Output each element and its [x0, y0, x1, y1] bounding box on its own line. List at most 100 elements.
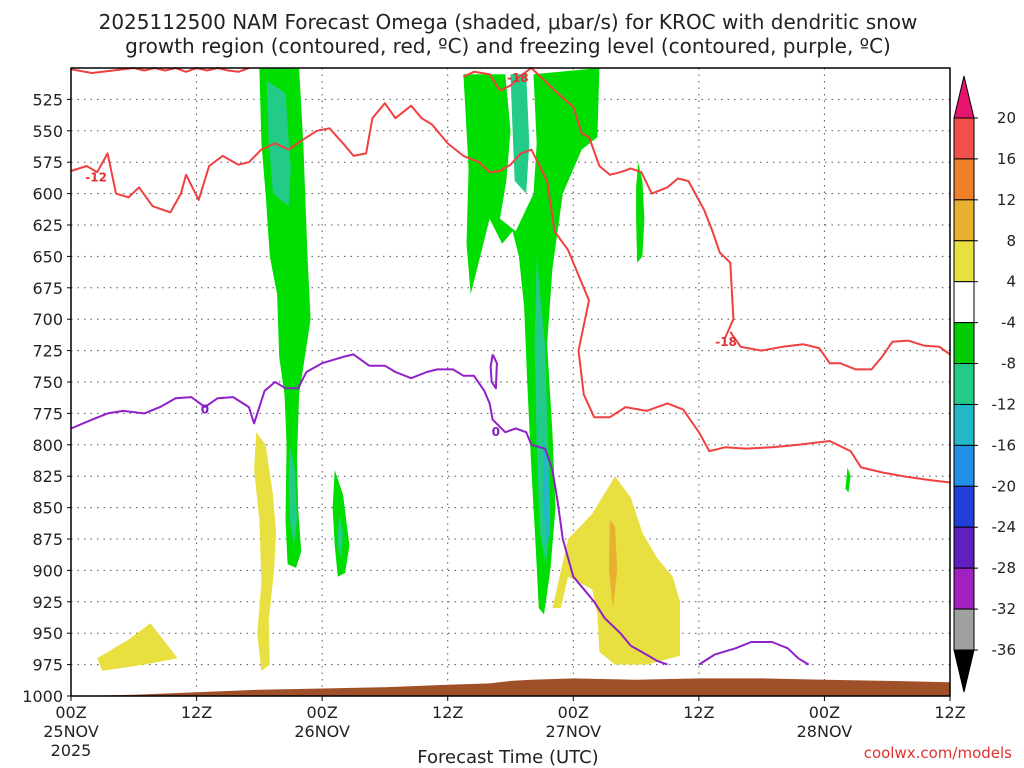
colorbar-label: -8: [1001, 355, 1016, 373]
colorbar-swatch: [953, 158, 975, 201]
freezing-level-line: [489, 353, 498, 390]
colorbar-label: 20: [997, 109, 1016, 127]
y-tick-label: 650: [32, 247, 63, 266]
dendritic-contours: -12 -18 -18: [70, 67, 951, 484]
omega-region: [542, 432, 551, 546]
x-date-label: 27NOV: [545, 722, 601, 741]
colorbar-label: -24: [992, 518, 1017, 536]
omega-region: [97, 623, 178, 671]
y-tick-label: 550: [32, 122, 63, 141]
x-tick-label: 00Z: [809, 703, 840, 722]
x-date-label: 28NOV: [797, 722, 853, 741]
y-tick-label: 950: [32, 624, 63, 643]
dendritic-contour-label: -18: [715, 335, 737, 349]
dendritic-contour-label: -12: [85, 170, 107, 184]
x-date-label: 26NOV: [294, 722, 350, 741]
freezing-level-line: [698, 641, 810, 666]
omega-shading: [97, 68, 851, 671]
grid-lines: [71, 68, 950, 697]
y-tick-label: 900: [32, 561, 63, 580]
terrain-fill: [71, 678, 950, 696]
colorbar-swatch: [953, 485, 975, 528]
y-tick-label: 775: [32, 404, 63, 423]
omega-region: [337, 513, 344, 558]
colorbar: 20 16 12 8 4 -4 -8 -12 -16 -20 -24 -28 -32 -36: [953, 75, 1017, 693]
omega-region: [608, 520, 618, 609]
colorbar-swatch: [953, 240, 975, 283]
colorbar-label: -16: [992, 436, 1017, 454]
y-tick-label: 750: [32, 373, 63, 392]
y-tick-label: 700: [32, 310, 63, 329]
x-axis-title: Forecast Time (UTC): [417, 747, 598, 768]
colorbar-label: -20: [992, 477, 1017, 495]
dendritic-contour-line: [729, 331, 951, 371]
colorbar-bottom-triangle: [953, 649, 975, 693]
y-tick-label: 600: [32, 185, 63, 204]
y-tick-label: 850: [32, 499, 63, 518]
x-tick-label: 12Z: [683, 703, 714, 722]
freezing-level-contours: 00: [70, 353, 810, 666]
colorbar-swatch: [953, 117, 975, 160]
colorbar-label: 16: [997, 150, 1016, 168]
x-tick-label: 00Z: [558, 703, 589, 722]
credit-text: coolwx.com/models: [864, 744, 1012, 762]
y-tick-label: 1000: [22, 687, 63, 706]
colorbar-swatch: [953, 444, 975, 487]
y-tick-label: 625: [32, 216, 63, 235]
y-tick-label: 925: [32, 593, 63, 612]
y-tick-label: 525: [32, 90, 63, 109]
y-axis: 525 550 575 600 625 650 675 700 725 750 775 800 825 8…: [22, 90, 71, 706]
omega-region: [510, 74, 530, 194]
title-line-2: growth region (contoured, red, ºC) and f…: [125, 34, 891, 58]
freezing-level-line: [70, 353, 668, 666]
omega-region: [332, 469, 350, 577]
dendritic-contour-label: -18: [507, 71, 529, 85]
omega-region: [463, 68, 600, 615]
colorbar-swatch: [953, 403, 975, 446]
omega-region: [254, 432, 277, 671]
colorbar-label: 12: [997, 191, 1016, 209]
freezing-level-label: 0: [492, 425, 500, 439]
terrain: [71, 678, 950, 696]
y-tick-label: 800: [32, 436, 63, 455]
omega-region: [288, 444, 297, 546]
x-date-label: 25NOV: [43, 722, 99, 741]
colorbar-swatch: [953, 608, 975, 651]
freezing-level-label: 0: [201, 403, 209, 417]
colorbar-label: -36: [992, 641, 1017, 659]
x-tick-label: 12Z: [934, 703, 965, 722]
colorbar-swatch: [953, 199, 975, 242]
omega-region: [259, 68, 311, 568]
chart-title: 2025112500 NAM Forecast Omega (shaded, μ…: [99, 10, 918, 58]
y-tick-label: 875: [32, 530, 63, 549]
omega-region: [266, 80, 291, 207]
y-tick-label: 675: [32, 279, 63, 298]
colorbar-swatch: [953, 322, 975, 365]
x-tick-label: 00Z: [55, 703, 86, 722]
x-tick-label: 12Z: [432, 703, 463, 722]
y-tick-label: 975: [32, 656, 63, 675]
colorbar-label: 4: [1006, 273, 1016, 291]
y-tick-label: 825: [32, 467, 63, 486]
y-tick-label: 575: [32, 153, 63, 172]
x-tick-label: 00Z: [306, 703, 337, 722]
omega-region: [636, 162, 645, 263]
x-year-label: 2025: [51, 741, 92, 760]
dendritic-contour-line: [462, 67, 735, 339]
colorbar-label: -4: [1001, 314, 1016, 332]
colorbar-label: -12: [992, 395, 1017, 413]
colorbar-top-triangle: [953, 75, 975, 119]
plot-area: [71, 68, 950, 696]
x-tick-label: 12Z: [181, 703, 212, 722]
colorbar-swatch: [953, 363, 975, 405]
y-tick-label: 725: [32, 342, 63, 361]
dendritic-contour-line: [70, 102, 951, 484]
colorbar-label: -32: [992, 600, 1017, 618]
colorbar-swatch: [953, 526, 975, 569]
colorbar-label: -28: [992, 559, 1017, 577]
colorbar-swatch: [953, 567, 975, 610]
colorbar-swatch: [953, 281, 975, 324]
omega-region: [845, 467, 851, 493]
